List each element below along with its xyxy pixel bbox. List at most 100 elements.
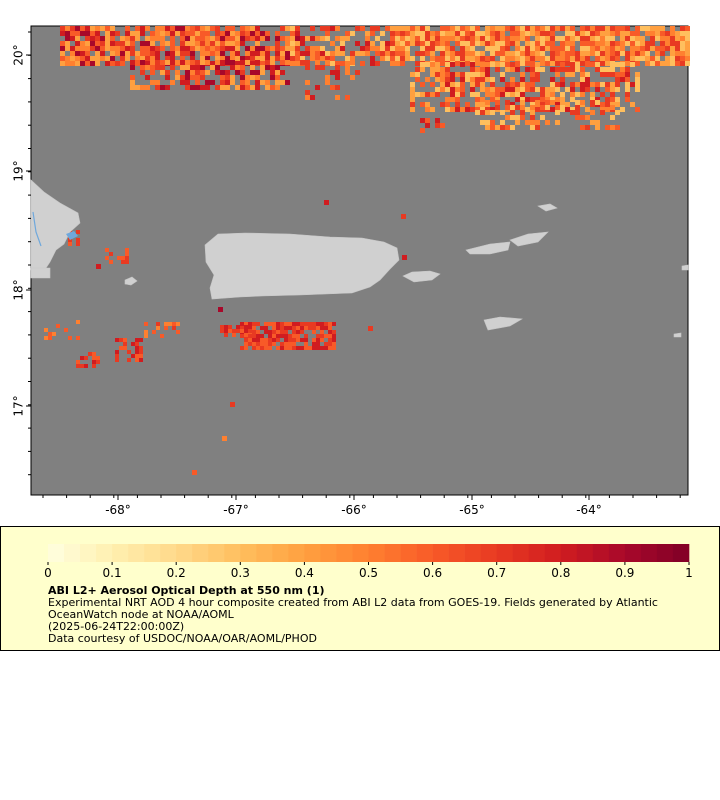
aod-pixel: [284, 326, 288, 330]
aod-pixel: [490, 36, 495, 41]
colorbar-cell: [64, 544, 81, 562]
aod-pixel: [580, 41, 585, 46]
aod-pixel: [280, 60, 285, 65]
aod-pixel: [495, 31, 500, 36]
aod-pixel: [445, 77, 450, 82]
aod-pixel: [615, 56, 620, 61]
aod-pixel: [150, 70, 155, 75]
aod-pixel: [640, 46, 645, 51]
aod-pixel: [685, 31, 690, 36]
aod-pixel: [540, 41, 545, 46]
aod-pixel: [304, 342, 308, 346]
aod-pixel: [230, 75, 235, 80]
aod-pixel: [460, 107, 465, 112]
aod-pixel: [245, 36, 250, 41]
aod-pixel: [575, 31, 580, 36]
aod-pixel: [324, 322, 328, 326]
aod-pixel: [325, 31, 330, 36]
aod-pixel: [525, 36, 530, 41]
aod-pixel: [135, 338, 139, 342]
aod-pixel: [480, 120, 485, 125]
aod-pixel: [135, 36, 140, 41]
aod-pixel: [445, 102, 450, 107]
aod-pixel: [250, 51, 255, 56]
aod-pixel: [595, 97, 600, 102]
aod-pixel: [76, 360, 80, 364]
longitude-axis: -68° -67° -66° -65° -64°: [105, 495, 602, 517]
aod-pixel: [280, 51, 285, 56]
aod-pixel: [60, 46, 65, 51]
aod-pixel: [265, 60, 270, 65]
aod-pixel: [685, 26, 690, 31]
aod-pixel: [465, 46, 470, 51]
aod-pixel: [530, 56, 535, 61]
aod-pixel: [460, 62, 465, 67]
aod-pixel: [510, 115, 515, 120]
aod-pixel: [615, 87, 620, 92]
aod-pixel: [210, 61, 215, 66]
aod-pixel: [545, 26, 550, 31]
aod-pixel: [350, 75, 355, 80]
aod-pixel: [465, 26, 470, 31]
aod-pixel: [665, 31, 670, 36]
aod-pixel: [80, 46, 85, 51]
aod-pixel: [70, 56, 75, 61]
aod-pixel: [580, 61, 585, 66]
aod-pixel: [525, 120, 530, 125]
aod-pixel: [144, 322, 148, 326]
aod-pixel: [260, 56, 265, 61]
aod-pixel: [150, 36, 155, 41]
aod-pixel: [640, 41, 645, 46]
aod-pixel: [455, 87, 460, 92]
aod-pixel: [625, 41, 630, 46]
aod-pixel: [225, 80, 230, 85]
aod-pixel: [164, 322, 168, 326]
aod-pixel: [401, 214, 406, 219]
aod-pixel: [400, 56, 405, 61]
aod-pixel: [410, 26, 415, 31]
aod-pixel: [610, 105, 615, 110]
aod-pixel: [272, 342, 276, 346]
aod-pixel: [430, 46, 435, 51]
aod-pixel: [570, 72, 575, 77]
aod-pixel: [272, 322, 276, 326]
aod-pixel: [480, 77, 485, 82]
aod-pixel: [123, 342, 127, 346]
aod-pixel: [165, 41, 170, 46]
aod-pixel: [125, 41, 130, 46]
aod-pixel: [485, 56, 490, 61]
aod-pixel: [670, 46, 675, 51]
aod-pixel: [555, 97, 560, 102]
aod-pixel: [130, 80, 135, 85]
aod-pixel: [520, 51, 525, 56]
aod-pixel: [535, 31, 540, 36]
aod-pixel: [330, 85, 335, 90]
aod-pixel: [435, 92, 440, 97]
aod-pixel: [415, 72, 420, 77]
aod-pixel: [335, 26, 340, 31]
aod-pixel: [535, 120, 540, 125]
aod-pixel: [252, 342, 256, 346]
aod-pixel: [310, 26, 315, 31]
aod-pixel: [625, 51, 630, 56]
aod-pixel: [555, 87, 560, 92]
aod-pixel: [225, 31, 230, 36]
aod-pixel: [312, 322, 316, 326]
aod-pixel: [60, 26, 65, 31]
aod-pixel: [156, 322, 160, 326]
aod-pixel: [290, 26, 295, 31]
aod-pixel: [165, 85, 170, 90]
islet-east: [673, 332, 682, 338]
islet-ne: [681, 264, 689, 271]
aod-pixel: [250, 85, 255, 90]
aod-pixel: [485, 107, 490, 112]
aod-pixel: [260, 346, 264, 350]
aod-pixel: [220, 80, 225, 85]
aod-pixel: [240, 329, 244, 333]
aod-pixel: [355, 70, 360, 75]
aod-pixel: [220, 70, 225, 75]
aod-pixel: [460, 46, 465, 51]
aod-pixel: [110, 26, 115, 31]
aod-pixel: [575, 56, 580, 61]
aod-pixel: [520, 36, 525, 41]
